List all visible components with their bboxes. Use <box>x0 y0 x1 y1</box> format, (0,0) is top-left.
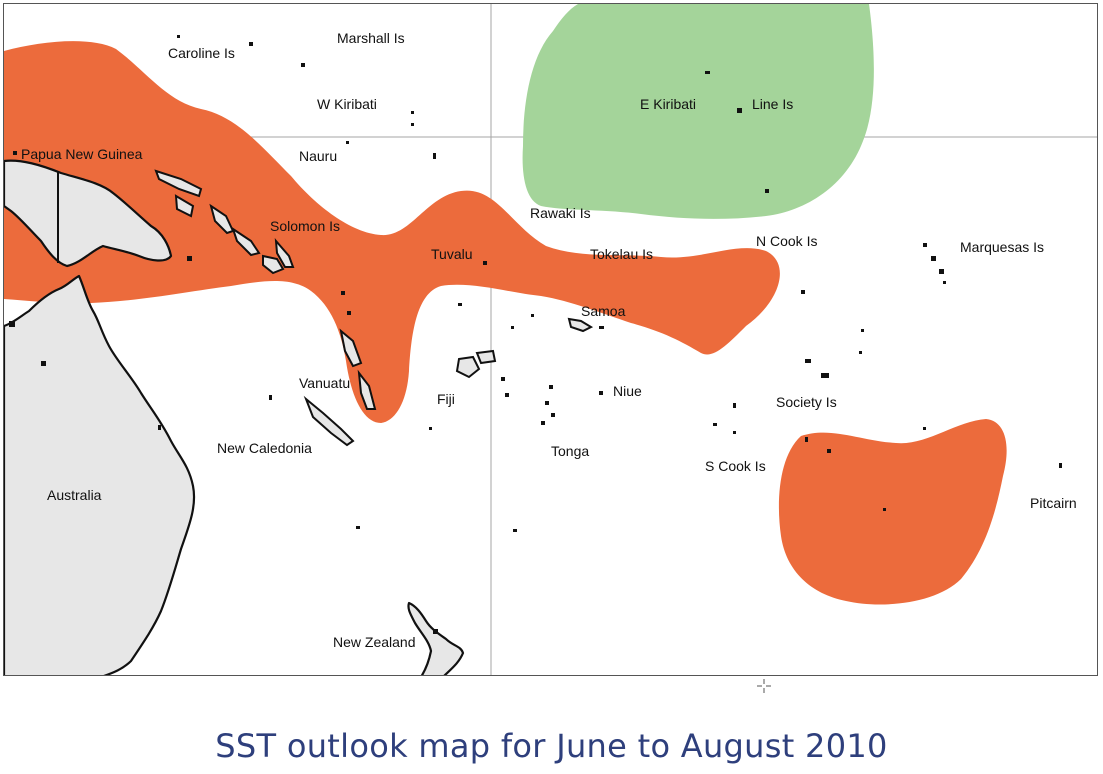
crosshair-cursor-icon <box>757 679 771 693</box>
island-new-caledonia <box>303 395 355 447</box>
map-caption: SST outlook map for June to August 2010 <box>215 727 888 765</box>
label-marquesas-is: Marquesas Is <box>960 239 1045 255</box>
label-marshall-is: Marshall Is <box>337 30 405 46</box>
label-solomon-is: Solomon Is <box>270 218 341 234</box>
island-bismarck-2 <box>174 194 195 218</box>
island-vanuatu-1 <box>339 328 363 368</box>
label-s-cook-is: S Cook Is <box>705 458 766 474</box>
label-tokelau-is: Tokelau Is <box>590 246 654 262</box>
label-rawaki-is: Rawaki Is <box>530 205 591 221</box>
label-tonga: Tonga <box>551 443 590 459</box>
island-solomon-1 <box>209 203 235 235</box>
island-fiji-1 <box>455 355 481 379</box>
above-normal-region-west-band <box>4 41 780 423</box>
australia-landmass <box>4 274 196 675</box>
label-australia: Australia <box>47 487 102 503</box>
label-fiji: Fiji <box>437 391 455 407</box>
island-bismarck-1 <box>154 169 203 198</box>
small-islands <box>9 35 1062 634</box>
label-line-is: Line Is <box>752 96 794 112</box>
island-solomon-2 <box>231 226 261 257</box>
label-papua-new-guinea: Papua New Guinea <box>21 146 143 162</box>
island-solomon-3 <box>262 254 285 275</box>
map-frame: Caroline Is Marshall Is W Kiribati E Kir… <box>3 3 1098 676</box>
label-new-zealand: New Zealand <box>333 634 416 650</box>
above-normal-region-south-east <box>778 419 1007 605</box>
island-fiji-2 <box>475 349 497 365</box>
island-vanuatu-2 <box>357 369 377 410</box>
new-guinea-landmass <box>4 159 173 268</box>
label-w-kiribati: W Kiribati <box>317 96 377 112</box>
label-e-kiribati: E Kiribati <box>640 96 697 112</box>
label-niue: Niue <box>613 383 642 399</box>
label-tuvalu: Tuvalu <box>431 246 473 262</box>
below-normal-region-north-east <box>522 4 874 219</box>
map-canvas <box>4 4 1097 675</box>
label-nauru: Nauru <box>299 148 338 164</box>
label-vanuatu: Vanuatu <box>299 375 351 391</box>
label-pitcairn: Pitcairn <box>1030 495 1077 511</box>
island-solomon-4 <box>274 238 295 268</box>
island-samoa <box>567 317 594 333</box>
label-caroline-is: Caroline Is <box>168 45 235 61</box>
label-samoa: Samoa <box>581 303 626 319</box>
label-n-cook-is: N Cook Is <box>756 233 818 249</box>
label-new-caledonia: New Caledonia <box>217 440 312 456</box>
new-zealand-north-island <box>407 601 465 675</box>
label-society-is: Society Is <box>776 394 837 410</box>
